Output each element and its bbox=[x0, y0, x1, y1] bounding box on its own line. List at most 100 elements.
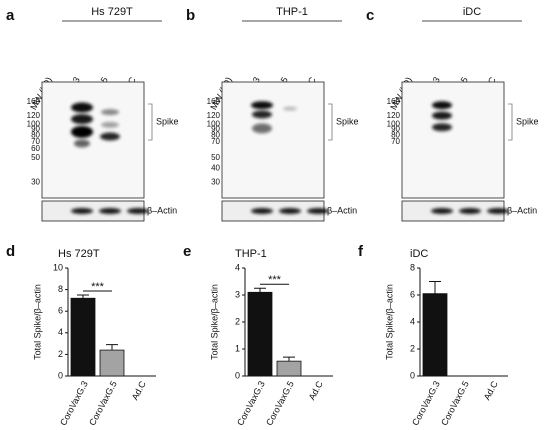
actin-band bbox=[71, 208, 93, 214]
y-tick-label: 2 bbox=[410, 343, 415, 353]
bar bbox=[70, 297, 96, 377]
panel-letter: f bbox=[358, 243, 364, 260]
bar bbox=[276, 360, 302, 377]
error-bar bbox=[106, 344, 118, 351]
x-tick-label: CoroVaxG.3 bbox=[410, 379, 442, 427]
bracket bbox=[508, 103, 513, 141]
x-tick-label: Ad.C bbox=[482, 379, 500, 402]
bar bbox=[99, 349, 125, 377]
mw-marker: 70 bbox=[31, 137, 40, 146]
chart-title: THP-1 bbox=[235, 248, 267, 260]
blot-image bbox=[221, 81, 329, 222]
chart-title: iDC bbox=[410, 248, 428, 260]
mw-marker: 70 bbox=[391, 137, 400, 146]
control-label: β–Actin bbox=[147, 205, 177, 215]
y-tick-label: 4 bbox=[58, 327, 63, 337]
mw-marker: 90 bbox=[211, 125, 220, 134]
mw-marker: 160 bbox=[387, 97, 401, 106]
x-tick-label: CoroVaxG.3 bbox=[235, 379, 267, 427]
mw-marker: 100 bbox=[27, 120, 41, 129]
band-label: Spike bbox=[336, 116, 359, 126]
actin-band bbox=[487, 208, 509, 214]
blot-image bbox=[41, 81, 149, 222]
y-tick-label: 0 bbox=[410, 370, 415, 380]
y-tick-label: 4 bbox=[235, 262, 240, 272]
band bbox=[251, 101, 273, 110]
panel-letter: c bbox=[366, 7, 374, 24]
panel-letter: d bbox=[6, 243, 15, 260]
y-tick-label: 8 bbox=[410, 262, 415, 272]
x-tick-label: CoroVaxG.5 bbox=[439, 379, 471, 427]
y-tick-label: 6 bbox=[410, 289, 415, 299]
x-tick-label: CoroVaxG.3 bbox=[58, 379, 90, 427]
bracket bbox=[328, 103, 333, 141]
chart-title: Hs 729T bbox=[58, 248, 100, 260]
mw-marker: 40 bbox=[211, 164, 220, 173]
mw-marker: 100 bbox=[207, 120, 221, 129]
significance-label: *** bbox=[268, 274, 282, 286]
x-tick-label: CoroVaxG.5 bbox=[264, 379, 296, 427]
band bbox=[252, 110, 272, 119]
actin-band bbox=[99, 208, 121, 214]
y-tick-label: 2 bbox=[235, 316, 240, 326]
mw-marker: 120 bbox=[387, 111, 401, 120]
y-tick-label: 1 bbox=[235, 343, 240, 353]
error-bar bbox=[283, 356, 295, 362]
band bbox=[71, 102, 93, 113]
error-bar bbox=[254, 287, 266, 293]
mw-marker: 80 bbox=[391, 130, 400, 139]
significance-label: *** bbox=[91, 281, 105, 293]
mw-marker: 80 bbox=[211, 130, 220, 139]
y-axis-label: Total Spike/β–actin bbox=[384, 284, 394, 360]
error-bar bbox=[77, 294, 89, 299]
panel-letter: a bbox=[6, 7, 15, 24]
actin-band bbox=[251, 208, 273, 214]
mw-marker: 100 bbox=[387, 120, 401, 129]
band bbox=[101, 109, 119, 116]
blot-title: THP-1 bbox=[276, 6, 308, 18]
band bbox=[74, 139, 90, 148]
mw-marker: 30 bbox=[211, 177, 220, 186]
mw-marker: 80 bbox=[31, 130, 40, 139]
mw-marker: 160 bbox=[207, 97, 221, 106]
band bbox=[432, 111, 452, 120]
mw-marker: 50 bbox=[31, 153, 40, 162]
error-bar bbox=[429, 281, 441, 294]
band bbox=[283, 106, 297, 111]
panel-letter: b bbox=[186, 7, 195, 24]
y-tick-label: 2 bbox=[58, 349, 63, 359]
blot-title: Hs 729T bbox=[91, 6, 133, 18]
actin-band bbox=[279, 208, 301, 214]
y-tick-label: 0 bbox=[235, 370, 240, 380]
y-axis-label: Total Spike/β–actin bbox=[32, 284, 42, 360]
band bbox=[71, 125, 93, 138]
mw-marker: 120 bbox=[207, 111, 221, 120]
x-tick-label: CoroVaxG.5 bbox=[87, 379, 119, 427]
actin-band bbox=[459, 208, 481, 214]
bracket bbox=[148, 103, 153, 141]
x-tick-label: Ad.C bbox=[130, 379, 148, 402]
blot-image bbox=[401, 81, 509, 222]
y-tick-label: 3 bbox=[235, 289, 240, 299]
blot-frame bbox=[401, 81, 505, 199]
mw-marker: 50 bbox=[211, 153, 220, 162]
actin-band bbox=[307, 208, 329, 214]
mw-marker: 120 bbox=[27, 111, 41, 120]
mw-marker: 70 bbox=[211, 137, 220, 146]
mw-marker: 60 bbox=[31, 144, 40, 153]
mw-marker: 160 bbox=[27, 97, 41, 106]
control-label: β–Actin bbox=[507, 205, 537, 215]
band bbox=[432, 101, 452, 110]
y-tick-label: 10 bbox=[53, 262, 63, 272]
blot-title: iDC bbox=[463, 6, 481, 18]
band bbox=[71, 114, 93, 125]
bar bbox=[422, 293, 448, 377]
y-tick-label: 8 bbox=[58, 284, 63, 294]
blot-frame bbox=[221, 81, 325, 199]
bar bbox=[247, 291, 273, 377]
actin-band bbox=[431, 208, 453, 214]
band-label: Spike bbox=[156, 116, 179, 126]
y-tick-label: 6 bbox=[58, 306, 63, 316]
y-axis-label: Total Spike/β–actin bbox=[209, 284, 219, 360]
